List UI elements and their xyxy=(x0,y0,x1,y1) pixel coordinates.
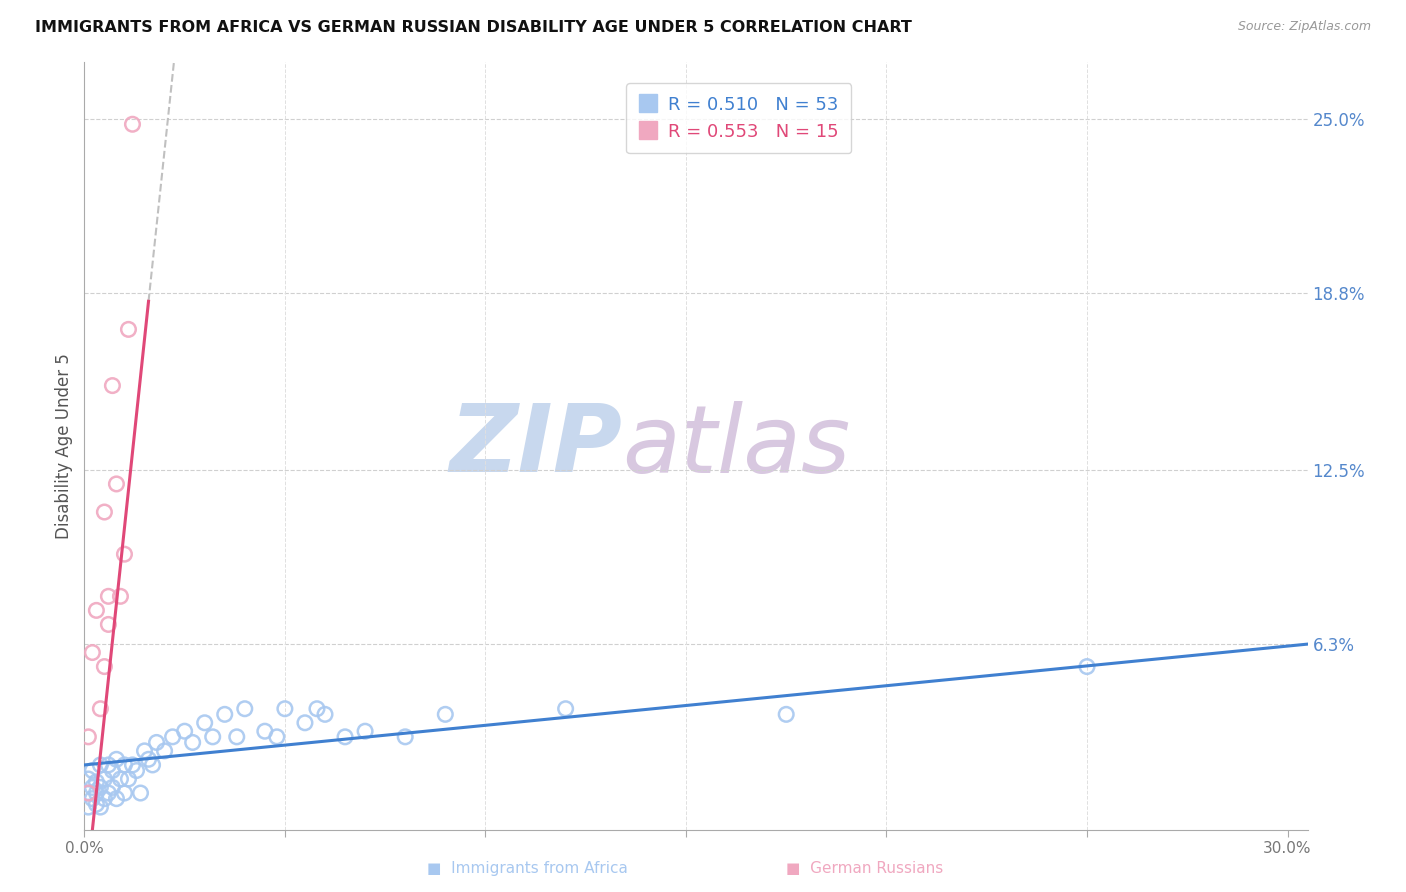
Point xyxy=(274,702,297,716)
Point xyxy=(89,800,111,814)
Point xyxy=(93,505,115,519)
Point xyxy=(121,117,143,131)
Point xyxy=(233,702,256,716)
Legend: R = 0.510   N = 53, R = 0.553   N = 15: R = 0.510 N = 53, R = 0.553 N = 15 xyxy=(627,83,851,153)
Point xyxy=(134,744,156,758)
Point xyxy=(554,702,576,716)
Point xyxy=(201,730,224,744)
Point xyxy=(77,730,100,744)
Point xyxy=(145,735,167,749)
Point xyxy=(82,780,104,795)
Point xyxy=(162,730,184,744)
Text: IMMIGRANTS FROM AFRICA VS GERMAN RUSSIAN DISABILITY AGE UNDER 5 CORRELATION CHAR: IMMIGRANTS FROM AFRICA VS GERMAN RUSSIAN… xyxy=(35,20,912,35)
Point xyxy=(89,780,111,795)
Point xyxy=(138,752,160,766)
Point xyxy=(434,707,457,722)
Point xyxy=(82,646,104,660)
Point xyxy=(117,322,139,336)
Point xyxy=(86,774,108,789)
Point xyxy=(121,758,143,772)
Point xyxy=(225,730,247,744)
Point xyxy=(86,797,108,812)
Point xyxy=(775,707,797,722)
Point xyxy=(173,724,195,739)
Point xyxy=(114,786,136,800)
Point xyxy=(141,758,163,772)
Point xyxy=(125,764,148,778)
Text: Source: ZipAtlas.com: Source: ZipAtlas.com xyxy=(1237,20,1371,33)
Point xyxy=(93,659,115,673)
Point xyxy=(253,724,276,739)
Point xyxy=(77,772,100,786)
Point xyxy=(394,730,416,744)
Point xyxy=(101,764,124,778)
Point xyxy=(97,786,120,800)
Point xyxy=(77,786,100,800)
Y-axis label: Disability Age Under 5: Disability Age Under 5 xyxy=(55,353,73,539)
Point xyxy=(101,780,124,795)
Point xyxy=(181,735,204,749)
Point xyxy=(294,715,316,730)
Point xyxy=(77,800,100,814)
Point xyxy=(333,730,356,744)
Point xyxy=(129,786,152,800)
Point xyxy=(105,791,128,805)
Text: ZIP: ZIP xyxy=(450,400,623,492)
Point xyxy=(77,786,100,800)
Text: ■  German Russians: ■ German Russians xyxy=(786,861,943,876)
Point xyxy=(97,758,120,772)
Point xyxy=(97,617,120,632)
Point xyxy=(314,707,336,722)
Text: ■  Immigrants from Africa: ■ Immigrants from Africa xyxy=(427,861,627,876)
Point xyxy=(97,590,120,604)
Point xyxy=(117,772,139,786)
Point xyxy=(105,752,128,766)
Point xyxy=(114,758,136,772)
Point xyxy=(86,603,108,617)
Point xyxy=(89,758,111,772)
Point xyxy=(114,547,136,561)
Point xyxy=(82,791,104,805)
Point xyxy=(93,772,115,786)
Text: atlas: atlas xyxy=(623,401,851,491)
Point xyxy=(214,707,236,722)
Point xyxy=(305,702,328,716)
Point xyxy=(354,724,377,739)
Point xyxy=(110,590,132,604)
Point xyxy=(86,786,108,800)
Point xyxy=(105,477,128,491)
Point xyxy=(89,702,111,716)
Point xyxy=(266,730,288,744)
Point xyxy=(194,715,217,730)
Point xyxy=(82,764,104,778)
Point xyxy=(93,791,115,805)
Point xyxy=(110,772,132,786)
Point xyxy=(1076,659,1098,673)
Point xyxy=(153,744,176,758)
Point xyxy=(101,378,124,392)
